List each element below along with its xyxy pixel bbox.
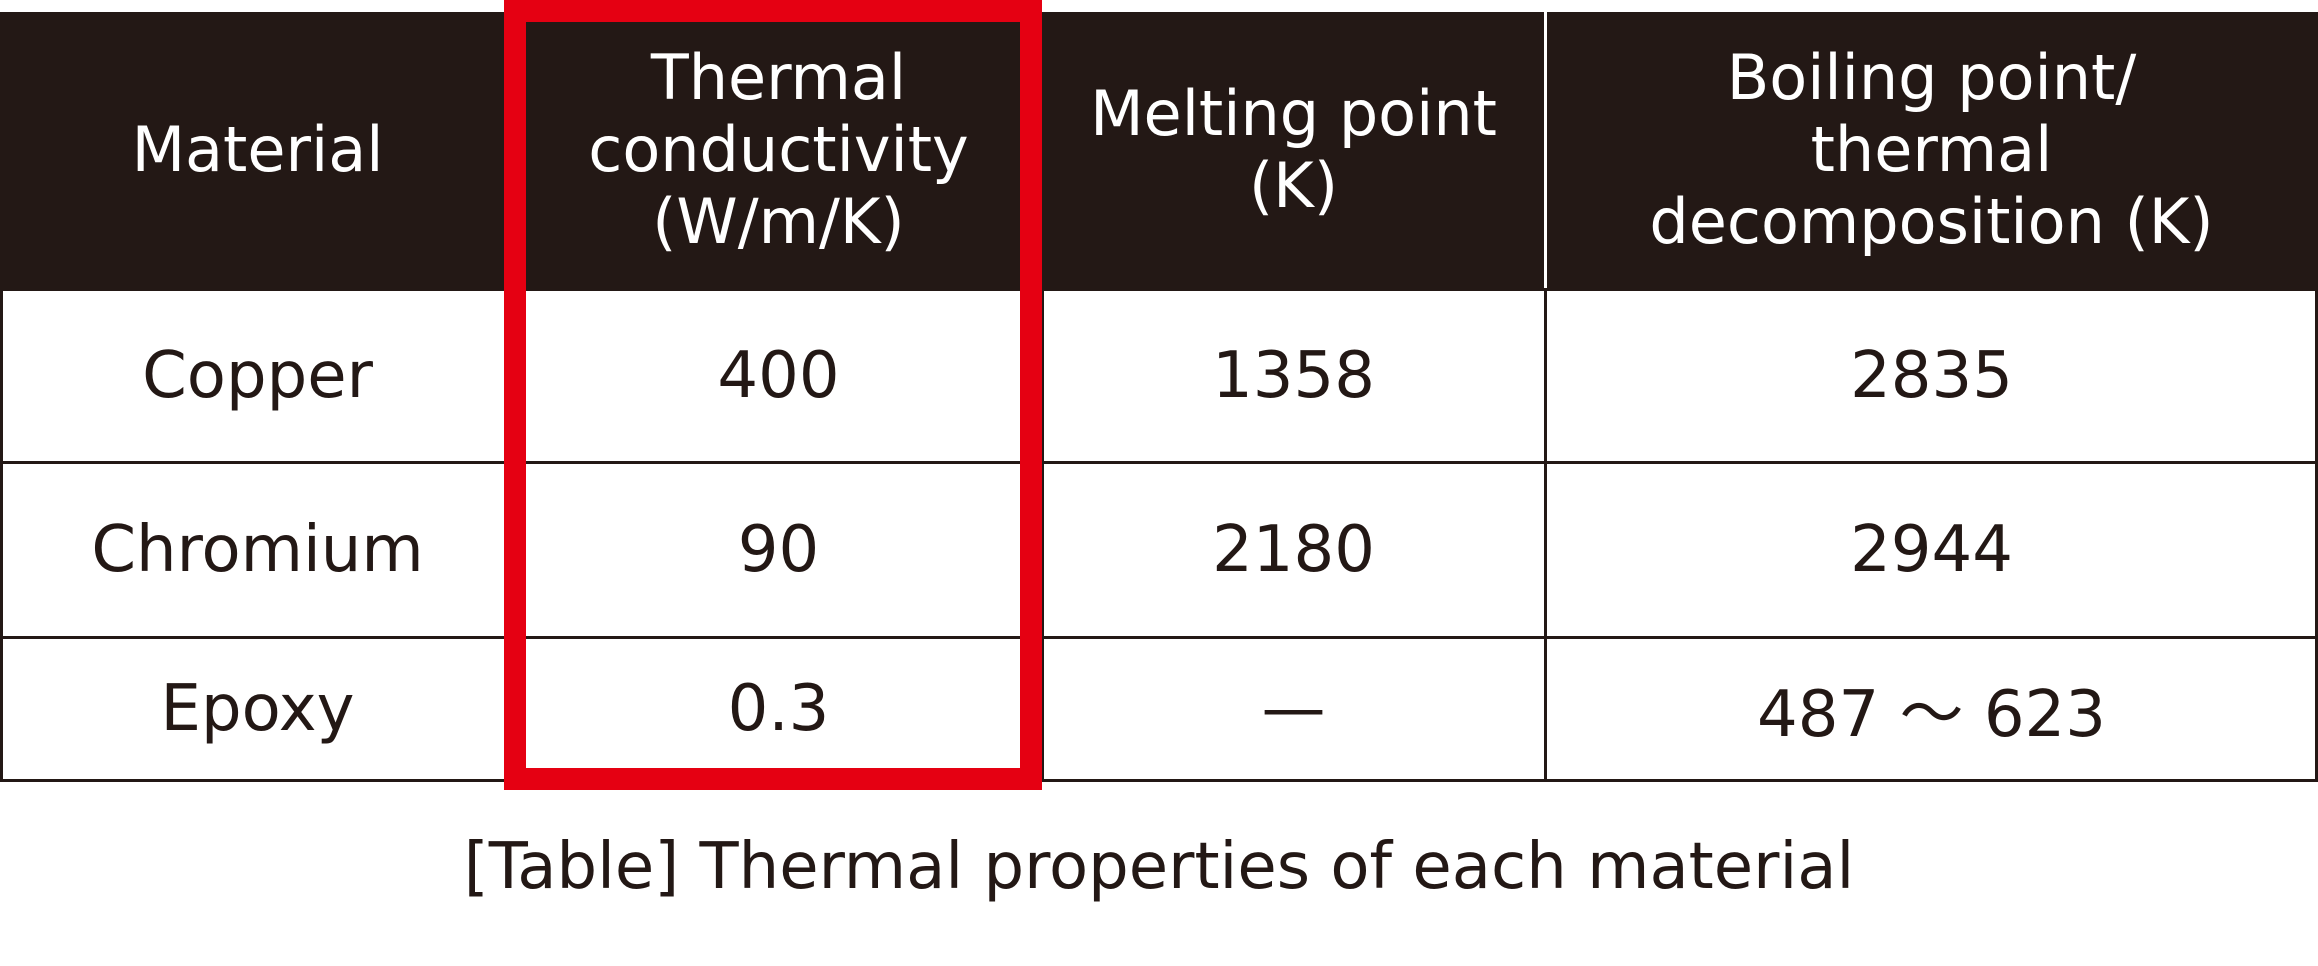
caption: [Table] Thermal properties of each mater… [463, 830, 1855, 904]
table-cell: 2835 [1545, 288, 2318, 461]
table-cell: 0.3 [515, 636, 1042, 779]
header-cell: Material [0, 12, 515, 288]
header-line: conductivity [588, 113, 969, 186]
header-line: thermal [1810, 113, 2053, 186]
table-cell: Copper [0, 288, 515, 461]
table-cell: Epoxy [0, 636, 515, 779]
header-line: Boiling point/ [1726, 41, 2137, 114]
table-cell: — [1042, 636, 1545, 779]
header-cell: Boiling point/thermal decomposition (K) [1545, 12, 2318, 288]
column-divider [1041, 288, 1044, 779]
header-line: Melting point [1090, 77, 1497, 150]
highlight-box [504, 0, 1042, 790]
table-cell: 487 ～ 623 [1545, 636, 2318, 779]
table-cell: 1358 [1042, 288, 1545, 461]
table-border [0, 779, 2318, 782]
table-edge [0, 288, 3, 782]
header-cell: Thermal conductivity (W/m/K) [515, 12, 1042, 288]
header-line: (K) [1248, 149, 1339, 222]
table-cell: 400 [515, 288, 1042, 461]
header-divider [1544, 12, 1547, 288]
table-cell: 2180 [1042, 461, 1545, 636]
header-line: Thermal [650, 41, 907, 114]
header-line: (W/m/K) [652, 185, 905, 258]
table-cell: 90 [515, 461, 1042, 636]
table-edge [2315, 288, 2318, 782]
header-line: decomposition (K) [1649, 185, 2214, 258]
table-cell: 2944 [1545, 461, 2318, 636]
table-cell: Chromium [0, 461, 515, 636]
column-divider [1544, 288, 1547, 779]
header-cell: Melting point (K) [1042, 12, 1545, 288]
header-line: Material [131, 113, 384, 186]
